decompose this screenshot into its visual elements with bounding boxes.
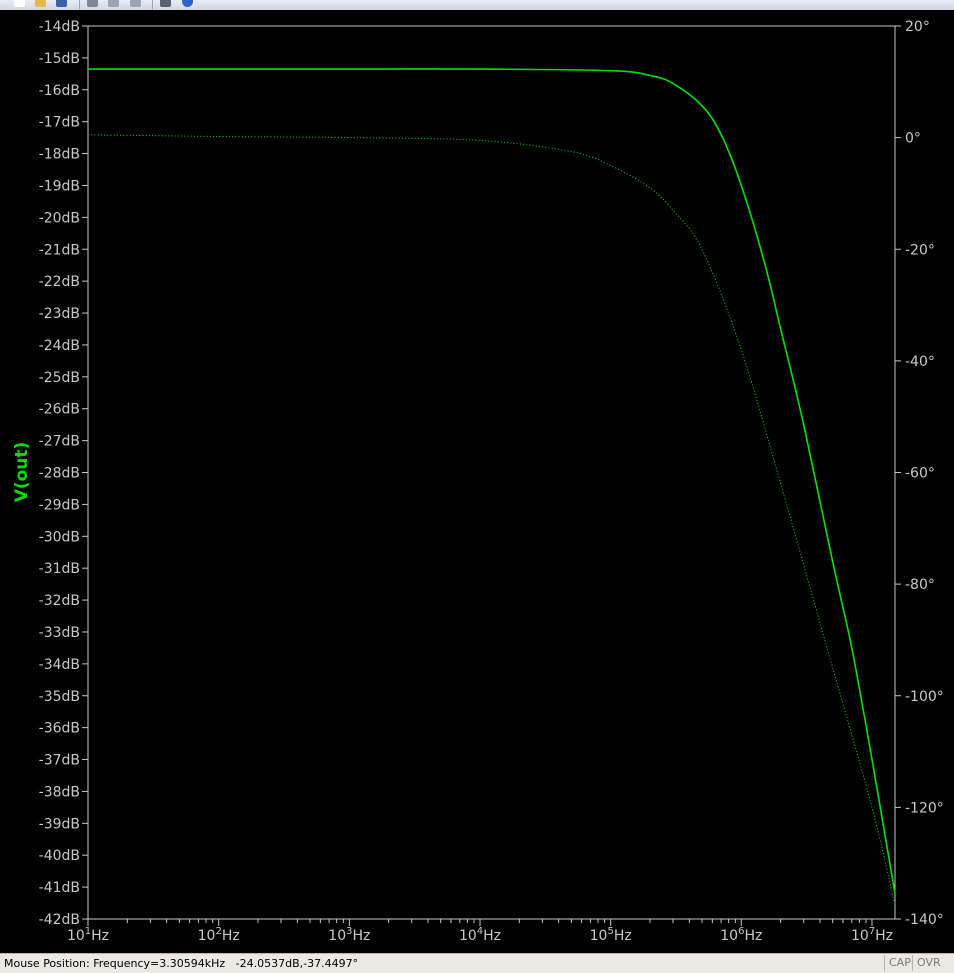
- y-tick-label: -33dB: [39, 625, 80, 641]
- y-tick-label: -39dB: [39, 816, 80, 832]
- mouse-position-readout: Mouse Position: Frequency=3.30594kHz -24…: [4, 957, 359, 970]
- y-axis-label: V(out): [12, 442, 32, 503]
- y2-tick-label: 0°: [905, 131, 921, 147]
- y-tick-label: -31dB: [39, 561, 80, 577]
- y-tick-label: -19dB: [39, 178, 80, 194]
- y-tick-label: -30dB: [39, 529, 80, 545]
- y-tick-label: -36dB: [39, 721, 80, 737]
- y2-tick-label: -60°: [905, 466, 935, 482]
- status-bar: Mouse Position: Frequency=3.30594kHz -24…: [0, 953, 954, 973]
- y-tick-label: -16dB: [39, 83, 80, 99]
- y2-tick-label: -40°: [905, 354, 935, 370]
- y-tick-label: -40dB: [39, 848, 80, 864]
- y-tick-label: -23dB: [39, 306, 80, 322]
- y-tick-label: -35dB: [39, 689, 80, 705]
- toolbar: [0, 0, 954, 10]
- y-tick-label: -24dB: [39, 338, 80, 354]
- cut-icon[interactable]: [87, 0, 98, 7]
- magnitude-curve: [87, 68, 896, 894]
- x-tick-label: 107Hz: [851, 926, 893, 944]
- plot-background: [0, 10, 954, 953]
- caps-lock-indicator: CAP: [884, 955, 915, 971]
- x-axis: 101Hz 102Hz 103Hz 104Hz 105Hz 106Hz 107Hz: [67, 919, 893, 944]
- y2-tick-label: -20°: [905, 242, 935, 258]
- y-tick-label: -15dB: [39, 51, 80, 67]
- y-tick-label: -25dB: [39, 370, 80, 386]
- save-icon[interactable]: [56, 0, 67, 7]
- y-axis-right: 20° 0° -20° -40° -60° -80° -100° -120° -140°: [895, 19, 944, 928]
- y2-tick-label: 20°: [905, 19, 930, 35]
- y-tick-label: -29dB: [39, 497, 80, 513]
- y-tick-label: -22dB: [39, 274, 80, 290]
- y-tick-label: -18dB: [39, 147, 80, 163]
- y2-tick-label: -100°: [905, 689, 944, 705]
- y2-tick-label: -80°: [905, 577, 935, 593]
- y-tick-label: -17dB: [39, 115, 80, 131]
- x-tick-label: 104Hz: [459, 926, 501, 944]
- help-icon[interactable]: [182, 0, 193, 7]
- y-tick-label: -34dB: [39, 657, 80, 673]
- new-file-icon[interactable]: [14, 0, 25, 7]
- x-tick-label: 105Hz: [590, 926, 632, 944]
- y-axis-left: -14dB -15dB -16dB -17dB -18dB -19dB -20dB -21dB…: [39, 19, 88, 928]
- y-tick-label: -28dB: [39, 466, 80, 482]
- y-tick-label: -32dB: [39, 593, 80, 609]
- x-tick-label: 102Hz: [198, 926, 240, 944]
- overwrite-indicator: OVR: [912, 955, 945, 971]
- series-layer: [87, 68, 896, 906]
- x-tick-label: 103Hz: [328, 926, 370, 944]
- phase-curve: [87, 134, 896, 906]
- open-folder-icon[interactable]: [35, 0, 46, 7]
- y-tick-label: -14dB: [39, 19, 80, 35]
- y-tick-label: -37dB: [39, 753, 80, 769]
- y2-tick-label: -120°: [905, 800, 944, 816]
- x-tick-label: 101Hz: [67, 926, 109, 944]
- y-tick-label: -42dB: [39, 912, 80, 928]
- y-tick-label: -20dB: [39, 210, 80, 226]
- y2-tick-label: -140°: [905, 912, 944, 928]
- toolbar-separator: [152, 0, 153, 10]
- toolbar-separator: [79, 0, 80, 10]
- y-tick-label: -21dB: [39, 242, 80, 258]
- y-tick-label: -41dB: [39, 880, 80, 896]
- y-tick-label: -27dB: [39, 434, 80, 450]
- x-tick-label: 106Hz: [720, 926, 762, 944]
- y-tick-label: -38dB: [39, 784, 80, 800]
- print-icon[interactable]: [160, 0, 171, 7]
- paste-icon[interactable]: [130, 0, 141, 7]
- copy-icon[interactable]: [108, 0, 119, 7]
- bode-plot[interactable]: -14dB -15dB -16dB -17dB -18dB -19dB -20dB -21dB…: [0, 10, 954, 953]
- y-tick-label: -26dB: [39, 402, 80, 418]
